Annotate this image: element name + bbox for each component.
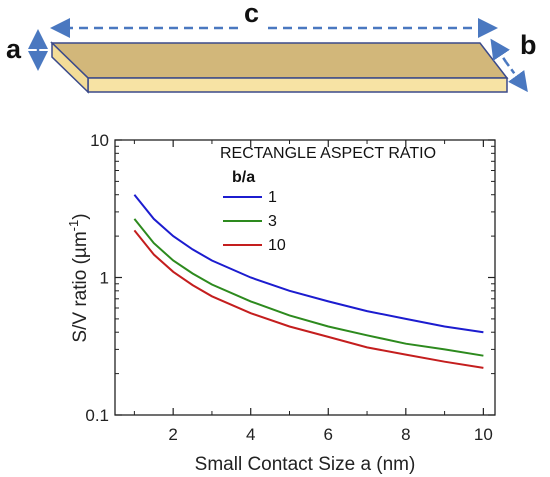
x-tick-label: 8 xyxy=(401,425,410,444)
y-tick-label: 0.1 xyxy=(85,406,109,425)
legend-items: 1 3 10 xyxy=(223,189,286,254)
series-lines xyxy=(133,194,484,369)
series-line-10 xyxy=(133,229,484,369)
x-tick-label: 4 xyxy=(246,425,255,444)
dimension-b-label: b xyxy=(520,30,537,60)
legend: RECTANGLE ASPECT RATIO b/a 1 3 10 xyxy=(220,145,436,254)
x-axis-title: Small Contact Size a (nm) xyxy=(195,454,416,475)
axis-ticks: 2 4 6 8 10 0.1 1 10 xyxy=(85,131,495,444)
legend-label-1: 1 xyxy=(268,189,277,206)
chart: 2 4 6 8 10 0.1 1 10 Small Contact Size a (nm) S… xyxy=(66,131,496,475)
slab-diagram: c a b xyxy=(6,0,537,94)
slab-top-face xyxy=(50,42,509,79)
dimension-b-arrow-up xyxy=(490,38,510,63)
y-axis-title-close: ) xyxy=(70,213,91,219)
legend-title: RECTANGLE ASPECT RATIO xyxy=(220,145,436,162)
series-line-1 xyxy=(133,194,484,334)
y-tick-label: 10 xyxy=(90,131,109,150)
plot-frame xyxy=(114,139,496,416)
y-axis-title: S/V ratio (µm-1) xyxy=(66,213,91,342)
x-tick-label: 2 xyxy=(168,425,177,444)
legend-subtitle: b/a xyxy=(232,169,255,186)
y-tick-label: 1 xyxy=(100,269,109,288)
y-axis-title-main: S/V ratio (µm xyxy=(70,231,91,342)
legend-label-3: 3 xyxy=(268,213,277,230)
series-line-3 xyxy=(133,218,484,357)
slab-front-face xyxy=(87,77,508,93)
x-tick-label: 6 xyxy=(324,425,333,444)
slab-side-face xyxy=(51,41,89,94)
dimension-c-label: c xyxy=(244,0,259,28)
x-tick-label: 10 xyxy=(474,425,493,444)
dimension-b-arrow-down xyxy=(504,61,528,93)
y-axis-title-superscript: -1 xyxy=(66,220,81,232)
legend-label-10: 10 xyxy=(268,237,286,254)
dimension-a-label: a xyxy=(6,34,22,64)
